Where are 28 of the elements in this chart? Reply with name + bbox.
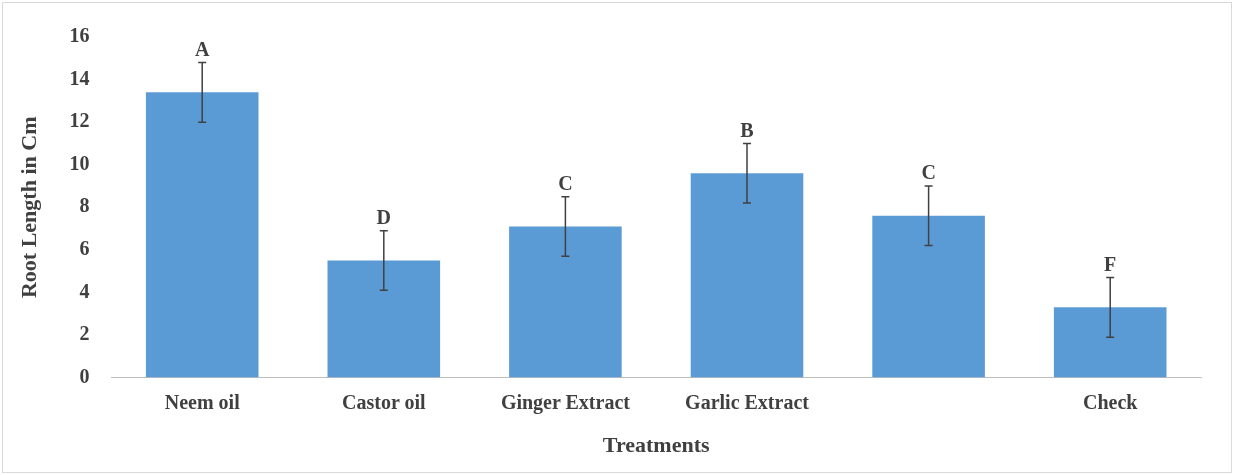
y-tick-label: 10 xyxy=(69,151,90,174)
y-tick-label: 12 xyxy=(69,109,90,132)
bar xyxy=(872,215,985,378)
x-tick-label: Castor oil xyxy=(342,390,426,413)
x-axis-title: Treatments xyxy=(602,432,710,458)
y-tick-label: 14 xyxy=(69,66,90,89)
y-tick-label: 16 xyxy=(69,24,90,47)
bar xyxy=(145,92,259,378)
data-label: F xyxy=(1104,252,1117,275)
bar xyxy=(1053,307,1167,378)
data-label: A xyxy=(194,37,210,60)
data-label: C xyxy=(921,161,936,184)
x-tick-label: Neem oil xyxy=(164,390,241,413)
y-tick-label: 6 xyxy=(79,237,90,260)
data-label: B xyxy=(740,118,754,141)
bar xyxy=(690,173,804,378)
y-axis-title: Root Length in Cm xyxy=(15,116,41,299)
bar xyxy=(509,226,622,378)
y-tick-label: 8 xyxy=(79,194,90,217)
y-tick-label: 4 xyxy=(79,279,90,302)
x-tick-label: Check xyxy=(1082,390,1139,413)
x-tick-label: Ginger Extract xyxy=(500,390,631,414)
y-tick-label: 0 xyxy=(79,364,90,387)
x-tick-label: Garlic Extract xyxy=(685,390,810,413)
y-tick-label: 2 xyxy=(79,322,90,345)
data-label: C xyxy=(558,171,573,194)
bar xyxy=(327,260,441,378)
data-label: D xyxy=(376,205,392,228)
